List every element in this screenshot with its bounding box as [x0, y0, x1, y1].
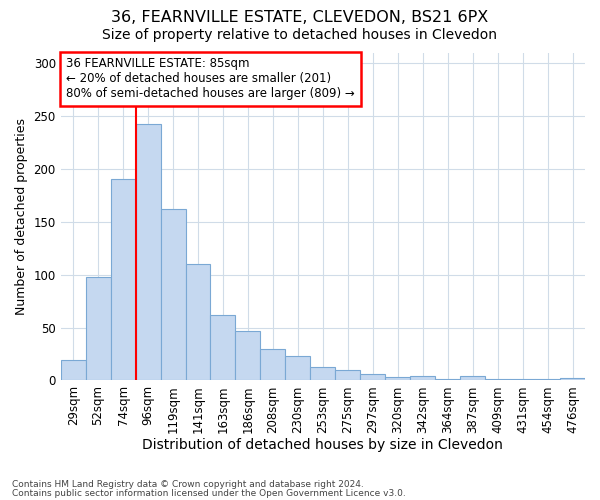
- Text: 36, FEARNVILLE ESTATE, CLEVEDON, BS21 6PX: 36, FEARNVILLE ESTATE, CLEVEDON, BS21 6P…: [112, 10, 488, 25]
- Bar: [310, 366, 335, 380]
- Text: Contains HM Land Registry data © Crown copyright and database right 2024.: Contains HM Land Registry data © Crown c…: [12, 480, 364, 489]
- Bar: [61, 360, 86, 380]
- Bar: [136, 124, 161, 380]
- Bar: [86, 277, 110, 380]
- Bar: [335, 370, 360, 380]
- Bar: [410, 376, 435, 380]
- Text: Contains public sector information licensed under the Open Government Licence v3: Contains public sector information licen…: [12, 489, 406, 498]
- Text: Size of property relative to detached houses in Clevedon: Size of property relative to detached ho…: [103, 28, 497, 42]
- Bar: [235, 330, 260, 380]
- Y-axis label: Number of detached properties: Number of detached properties: [15, 118, 28, 315]
- Bar: [286, 356, 310, 380]
- Bar: [460, 376, 485, 380]
- Bar: [260, 348, 286, 380]
- Bar: [110, 180, 136, 380]
- X-axis label: Distribution of detached houses by size in Clevedon: Distribution of detached houses by size …: [142, 438, 503, 452]
- Bar: [211, 315, 235, 380]
- Bar: [560, 378, 585, 380]
- Bar: [360, 374, 385, 380]
- Bar: [185, 264, 211, 380]
- Text: 36 FEARNVILLE ESTATE: 85sqm
← 20% of detached houses are smaller (201)
80% of se: 36 FEARNVILLE ESTATE: 85sqm ← 20% of det…: [66, 58, 355, 100]
- Bar: [161, 209, 185, 380]
- Bar: [385, 378, 410, 380]
